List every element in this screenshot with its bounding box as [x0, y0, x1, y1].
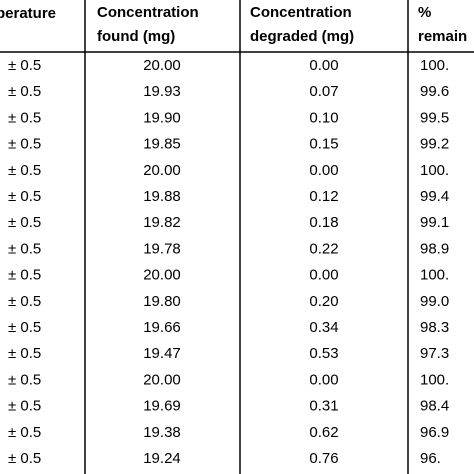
table-cell: 19.38	[143, 424, 181, 441]
table-cell: 96.9	[420, 424, 449, 441]
table-cell: 0.07	[309, 83, 338, 100]
table-cell: 19.80	[143, 293, 181, 310]
table-cell: 0.22	[309, 240, 338, 257]
table-cell: 98.4	[420, 398, 449, 415]
table-cell: ± 0.5	[8, 424, 41, 441]
table-cell: 19.47	[143, 345, 181, 362]
table-cell: 0.12	[309, 188, 338, 205]
table-cell: 19.24	[143, 450, 181, 467]
column-header: found (mg)	[97, 28, 175, 45]
table-cell: ± 0.5	[8, 267, 41, 284]
table-cell: 98.3	[420, 319, 449, 336]
table-cell: 99.1	[420, 214, 449, 231]
table-cell: 20.00	[143, 371, 181, 388]
table-cell: ± 0.5	[8, 345, 41, 362]
table-cell: 0.18	[309, 214, 338, 231]
column-header: degraded (mg)	[250, 28, 354, 45]
table-cell: ± 0.5	[8, 398, 41, 415]
table-cell: 19.69	[143, 398, 181, 415]
table-cell: ± 0.5	[8, 109, 41, 126]
table-cell: 0.31	[309, 398, 338, 415]
table-cell: 19.88	[143, 188, 181, 205]
table-cell: 0.62	[309, 424, 338, 441]
table-cell: 100.	[420, 371, 449, 388]
table-cell: 99.6	[420, 83, 449, 100]
column-header: %	[418, 4, 431, 21]
table-cell: 0.20	[309, 293, 338, 310]
table-cell: 0.00	[309, 57, 338, 74]
table-cell: 0.10	[309, 109, 338, 126]
table-cell: 20.00	[143, 267, 181, 284]
column-header: Concentration	[97, 4, 199, 21]
table-cell: 100.	[420, 267, 449, 284]
table-cell: 100.	[420, 57, 449, 74]
table-cell: ± 0.5	[8, 450, 41, 467]
table-cell: ± 0.5	[8, 293, 41, 310]
table-cell: 0.00	[309, 267, 338, 284]
table-cell: 99.0	[420, 293, 449, 310]
table-cell: ± 0.5	[8, 214, 41, 231]
table-cell: 20.00	[143, 57, 181, 74]
table-cell: ± 0.5	[8, 319, 41, 336]
table-cell: 99.4	[420, 188, 449, 205]
table-cell: 0.76	[309, 450, 338, 467]
table-cell: 19.85	[143, 136, 181, 153]
table-cell: ± 0.5	[8, 188, 41, 205]
column-header: remain	[418, 28, 467, 45]
table-cell: 0.15	[309, 136, 338, 153]
table-cell: 0.34	[309, 319, 338, 336]
table-cell: 20.00	[143, 162, 181, 179]
column-header: Concentration	[250, 4, 352, 21]
table-cell: 99.2	[420, 136, 449, 153]
table-cell: ± 0.5	[8, 162, 41, 179]
table-cell: 100.	[420, 162, 449, 179]
table-cell: ± 0.5	[8, 136, 41, 153]
table-cell: 19.90	[143, 109, 181, 126]
table-cell: ± 0.5	[8, 371, 41, 388]
table-cell: 96.	[420, 450, 441, 467]
table-cell: 19.93	[143, 83, 181, 100]
table-cell: 98.9	[420, 240, 449, 257]
column-header: perature	[0, 5, 56, 22]
table-cell: 19.78	[143, 240, 181, 257]
table-cell: ± 0.5	[8, 57, 41, 74]
table-cell: 19.82	[143, 214, 181, 231]
table-cell: 0.00	[309, 162, 338, 179]
table-cell: 97.3	[420, 345, 449, 362]
table-cell: 0.53	[309, 345, 338, 362]
table-cell: 99.5	[420, 109, 449, 126]
table-cell: ± 0.5	[8, 83, 41, 100]
table-cell: 19.66	[143, 319, 181, 336]
table-cell: ± 0.5	[8, 240, 41, 257]
table-cell: 0.00	[309, 371, 338, 388]
